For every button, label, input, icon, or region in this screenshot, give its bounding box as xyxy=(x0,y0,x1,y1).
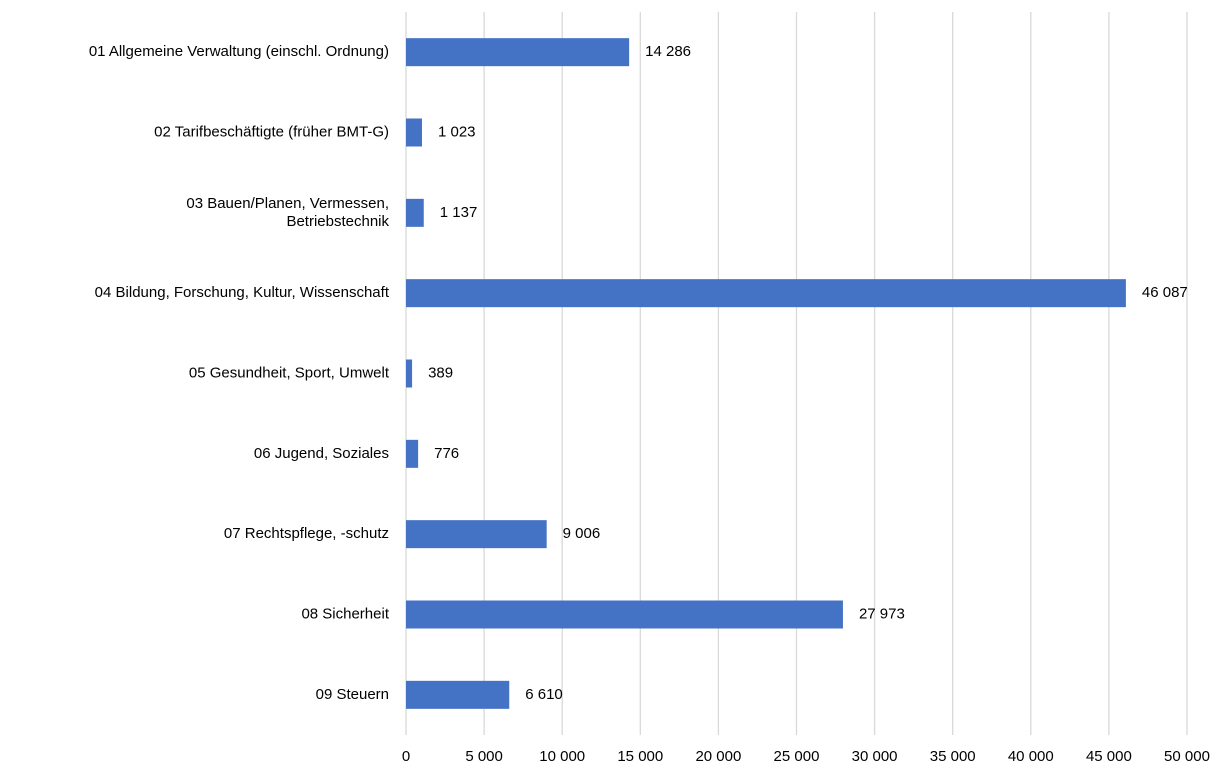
x-tick-label: 45 000 xyxy=(1086,748,1132,765)
bar xyxy=(406,279,1126,308)
value-label: 9 006 xyxy=(563,525,601,542)
x-tick-label: 20 000 xyxy=(695,748,741,765)
x-tick-label: 35 000 xyxy=(930,748,976,765)
x-tick-label: 30 000 xyxy=(852,748,898,765)
y-tick-label: 04 Bildung, Forschung, Kultur, Wissensch… xyxy=(95,284,390,301)
value-label: 27 973 xyxy=(859,605,905,622)
bar xyxy=(406,520,547,549)
y-tick-label: 07 Rechtspflege, -schutz xyxy=(224,525,389,542)
y-tick-label: 06 Jugend, Soziales xyxy=(254,445,389,462)
value-label: 14 286 xyxy=(645,43,691,60)
y-tick-label: 01 Allgemeine Verwaltung (einschl. Ordnu… xyxy=(89,43,389,60)
y-tick-label: 05 Gesundheit, Sport, Umwelt xyxy=(189,364,390,381)
bar xyxy=(406,118,422,147)
x-tick-label: 10 000 xyxy=(539,748,585,765)
value-label: 1 023 xyxy=(438,123,476,140)
x-tick-label: 50 000 xyxy=(1164,748,1210,765)
value-label: 6 610 xyxy=(525,686,563,703)
y-tick-label: 03 Bauen/Planen, Vermessen, Betriebstechn… xyxy=(186,195,389,230)
x-tick-label: 15 000 xyxy=(617,748,663,765)
bar xyxy=(406,38,630,67)
x-tick-label: 5 000 xyxy=(465,748,503,765)
bar xyxy=(406,359,413,388)
bar xyxy=(406,680,510,709)
bar xyxy=(406,600,843,629)
y-tick-label: 02 Tarifbeschäftigte (früher BMT-G) xyxy=(154,123,389,140)
value-label: 46 087 xyxy=(1142,284,1188,301)
bar xyxy=(406,198,424,227)
y-tick-label: 09 Steuern xyxy=(316,686,389,703)
x-tick-label: 0 xyxy=(402,748,410,765)
value-label: 389 xyxy=(428,364,453,381)
y-tick-label: 08 Sicherheit xyxy=(301,605,389,622)
bar xyxy=(406,439,419,468)
value-label: 1 137 xyxy=(440,204,478,221)
value-label: 776 xyxy=(434,445,459,462)
x-tick-label: 25 000 xyxy=(774,748,820,765)
x-tick-label: 40 000 xyxy=(1008,748,1054,765)
